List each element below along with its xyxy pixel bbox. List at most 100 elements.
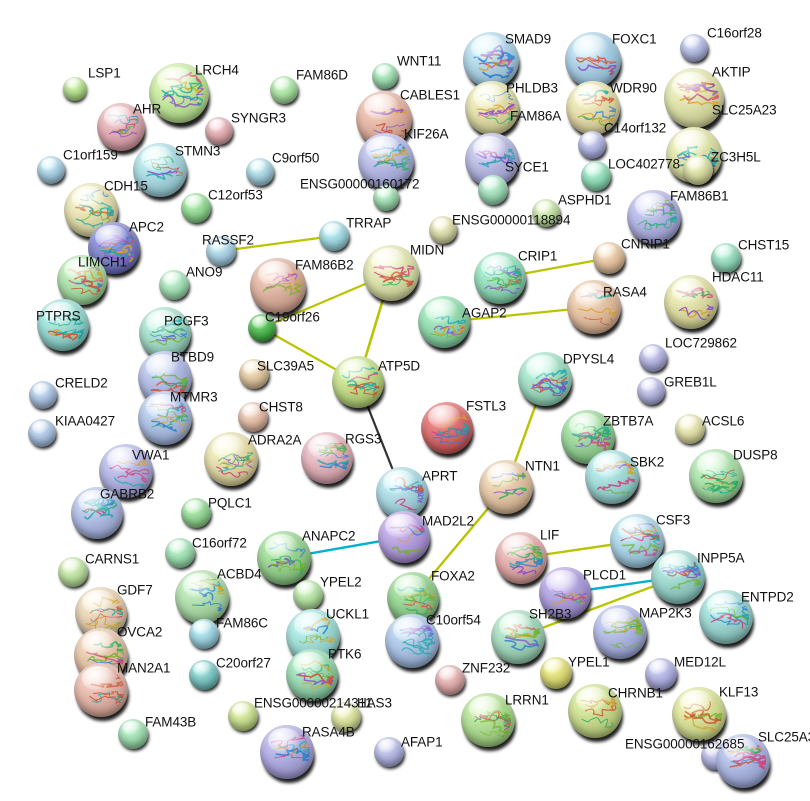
protein-node-CDH15[interactable]	[64, 183, 120, 242]
protein-label-MED12L: MED12L	[674, 654, 726, 670]
protein-structure-glyph	[208, 437, 254, 481]
protein-node-SBK2[interactable]	[585, 450, 641, 509]
protein-node-ATP5D[interactable]	[332, 356, 386, 413]
protein-label-YPEL2: YPEL2	[320, 574, 362, 590]
protein-node-KIAA0427[interactable]	[28, 419, 57, 450]
protein-node-HDAC11[interactable]	[664, 275, 720, 334]
protein-label-ZNF232: ZNF232	[462, 660, 511, 676]
protein-node-SYNGR3[interactable]	[205, 117, 234, 148]
protein-label-FSTL3: FSTL3	[466, 398, 507, 414]
protein-node-C20orf27[interactable]	[189, 660, 220, 693]
protein-label-FAM86D: FAM86D	[296, 67, 348, 83]
node-sphere	[37, 156, 65, 184]
protein-label-PCGF3: PCGF3	[164, 313, 209, 329]
protein-node-AGAP2[interactable]	[418, 296, 472, 353]
protein-label-ZC3H5L: ZC3H5L	[711, 149, 761, 165]
protein-node-PQLC1[interactable]	[181, 498, 212, 531]
protein-label-AKTIP: AKTIP	[712, 64, 751, 80]
protein-label-RASSF2: RASSF2	[202, 232, 254, 248]
node-sphere	[63, 77, 87, 101]
protein-label-ATP5D: ATP5D	[378, 358, 421, 374]
node-sphere	[711, 243, 741, 273]
edge-SH2B3-INPP5A[interactable]	[517, 575, 679, 639]
protein-label-ENSG00000118894: ENSG00000118894	[452, 212, 571, 228]
node-sphere	[165, 538, 195, 568]
protein-structure-glyph	[478, 257, 522, 300]
protein-node-FOXA2[interactable]	[387, 572, 441, 629]
protein-label-WDR90: WDR90	[610, 80, 657, 96]
protein-node-ZC3H5L[interactable]	[683, 155, 714, 188]
protein-node-SYCE1[interactable]	[478, 175, 509, 208]
node-sphere	[181, 498, 211, 528]
protein-node-PTPRS[interactable]	[37, 299, 91, 356]
protein-node-GREB1L[interactable]	[637, 377, 666, 408]
protein-node-LOC402778[interactable]	[581, 161, 612, 194]
protein-node-FAM86D[interactable]	[270, 76, 299, 107]
protein-node-ANO9[interactable]	[159, 270, 190, 303]
protein-node-C1orf159[interactable]	[37, 156, 66, 187]
protein-structure-glyph	[305, 437, 349, 480]
protein-label-VWA1: VWA1	[132, 447, 170, 463]
protein-node-AKTIP[interactable]	[664, 68, 726, 133]
protein-node-LSP1[interactable]	[63, 77, 88, 103]
protein-label-CNRIP1: CNRIP1	[621, 236, 670, 252]
protein-node-C14orf132[interactable]	[578, 131, 607, 162]
protein-node-MAD2L2[interactable]	[378, 511, 432, 568]
edge-RASSF2-TRRAP[interactable]	[220, 234, 335, 253]
protein-node-FAM86C[interactable]	[189, 619, 220, 652]
protein-node-FSTL3[interactable]	[421, 402, 475, 459]
protein-label-GREB1L: GREB1L	[664, 374, 717, 390]
protein-node-KLF13[interactable]	[672, 687, 728, 746]
protein-node-ACSL6[interactable]	[675, 414, 706, 447]
protein-node-MAN2A1[interactable]	[74, 663, 130, 722]
protein-node-CARNS1[interactable]	[58, 557, 89, 590]
protein-node-TRRAP[interactable]	[319, 221, 350, 254]
protein-structure-glyph	[569, 38, 617, 84]
protein-label-DPYSL4: DPYSL4	[563, 351, 615, 367]
protein-label-AHR: AHR	[133, 101, 162, 117]
protein-node-ENTPD2[interactable]	[699, 590, 755, 649]
protein-label-CHST15: CHST15	[738, 237, 790, 253]
protein-label-ADRA2A: ADRA2A	[248, 432, 302, 448]
protein-node-YPEL2[interactable]	[293, 580, 324, 613]
node-sphere	[581, 161, 611, 191]
protein-node-C16orf28[interactable]	[680, 34, 709, 65]
protein-label-C10orf54: C10orf54	[426, 612, 481, 628]
protein-label-UCKL1: UCKL1	[326, 606, 370, 622]
protein-label-STMN3: STMN3	[175, 143, 221, 159]
protein-node-FAM43B[interactable]	[118, 719, 149, 752]
protein-label-RGS3: RGS3	[345, 431, 382, 447]
protein-node-CRELD2[interactable]	[29, 381, 58, 412]
protein-node-C9orf50[interactable]	[246, 158, 275, 189]
protein-label-CDH15: CDH15	[104, 178, 148, 194]
protein-node-WNT11[interactable]	[372, 63, 399, 92]
protein-label-SYCE1: SYCE1	[505, 159, 549, 175]
node-sphere	[28, 419, 56, 447]
protein-structure-glyph	[655, 555, 701, 599]
protein-label-ACSL6: ACSL6	[702, 413, 745, 429]
protein-label-SMAD9: SMAD9	[505, 31, 552, 47]
protein-node-LOC729862[interactable]	[639, 344, 668, 375]
protein-label-ENTPD2: ENTPD2	[741, 589, 794, 605]
protein-node-AFAP1[interactable]	[374, 737, 405, 770]
protein-label-LSP1: LSP1	[88, 65, 121, 81]
protein-label-ANAPC2: ANAPC2	[302, 528, 356, 544]
protein-label-HDAC11: HDAC11	[712, 269, 764, 285]
protein-label-APC2: APC2	[129, 219, 164, 235]
protein-label-RASA4: RASA4	[603, 284, 647, 300]
node-sphere	[372, 63, 398, 89]
protein-node-FAM86B1[interactable]	[627, 190, 683, 249]
protein-label-C1orf159: C1orf159	[63, 147, 118, 163]
protein-node-C16orf72[interactable]	[165, 538, 196, 571]
protein-structure-glyph	[380, 472, 424, 515]
protein-label-CSF3: CSF3	[656, 512, 691, 528]
node-sphere	[683, 155, 713, 185]
protein-node-CHST15[interactable]	[711, 243, 742, 276]
protein-structure-glyph	[465, 698, 511, 742]
node-sphere	[159, 270, 189, 300]
protein-node-C12orf53[interactable]	[181, 193, 212, 226]
protein-node-DPYSL4[interactable]	[518, 352, 574, 411]
protein-node-ZNF232[interactable]	[435, 665, 466, 698]
protein-node-LIF[interactable]	[495, 532, 549, 589]
protein-label-C9orf50: C9orf50	[272, 150, 320, 166]
